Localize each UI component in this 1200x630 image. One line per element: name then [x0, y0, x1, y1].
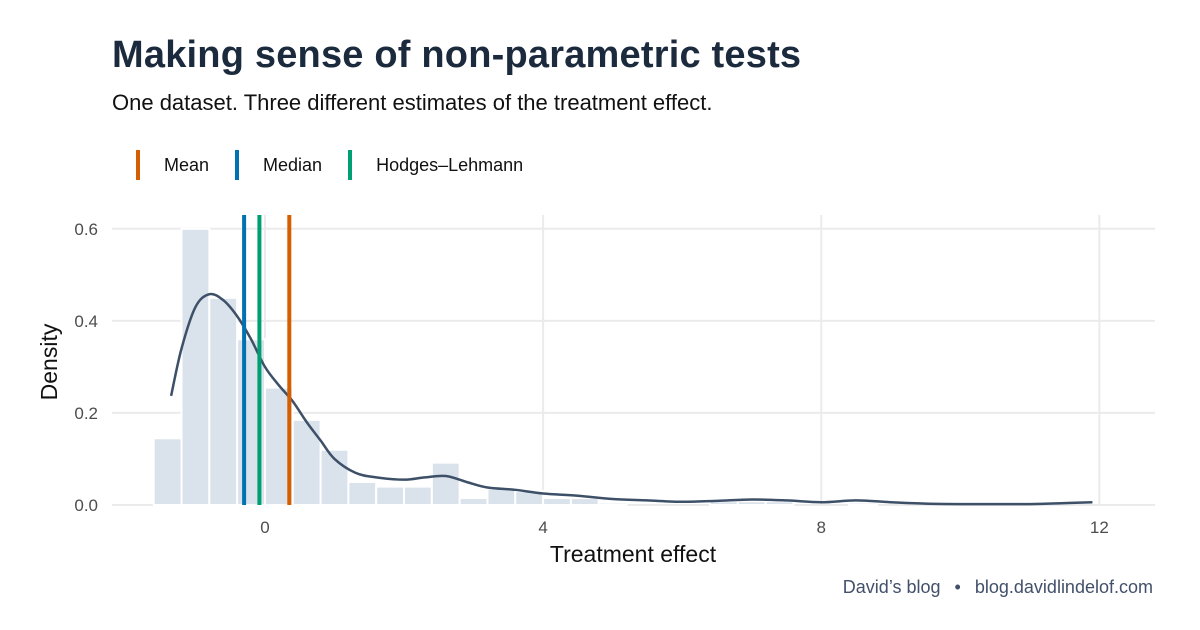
histogram-bar [597, 501, 628, 507]
histogram-bar [347, 480, 378, 507]
x-tick-label: 8 [817, 518, 826, 537]
y-axis-label: Density [36, 323, 62, 400]
caption-separator: • [954, 577, 961, 597]
legend-label-hodges-lehmann: Hodges–Lehmann [376, 154, 524, 175]
histogram-bar [486, 487, 517, 506]
chart-title: Making sense of non-parametric tests [112, 34, 802, 76]
x-tick-label: 12 [1090, 518, 1109, 537]
legend-item-mean: Mean [136, 150, 209, 180]
histogram-bar [403, 485, 433, 507]
histogram-bar [208, 296, 239, 506]
histogram-bar [848, 501, 878, 507]
legend-item-hodges-lehmann: Hodges–Lehmann [348, 150, 523, 180]
histogram-bar [736, 500, 767, 507]
histogram-bar [569, 497, 600, 507]
y-tick-label: 0.2 [74, 404, 98, 423]
axis-ticks: 0.0 0.2 0.4 0.6 0 4 8 12 [74, 220, 1108, 537]
x-tick-label: 4 [538, 518, 547, 537]
legend-label-mean: Mean [164, 154, 210, 175]
density-curve-layer [169, 292, 1093, 506]
histogram-bar [319, 448, 350, 506]
histogram-bar [430, 461, 461, 506]
histogram-bar [152, 437, 183, 506]
histogram-bar [375, 485, 406, 507]
legend-key-median [235, 150, 240, 180]
reference-lines [242, 215, 292, 505]
density-curve [169, 292, 1093, 506]
y-tick-label: 0.6 [74, 220, 98, 239]
caption-url: blog.davidlindelof.com [974, 577, 1153, 597]
histogram-bar [764, 500, 795, 507]
histogram-bars [152, 227, 878, 507]
y-tick-label: 0.0 [74, 496, 98, 515]
histogram-bar [180, 227, 211, 507]
legend: Mean Median Hodges–Lehmann [136, 150, 549, 180]
histogram-bar [458, 497, 489, 507]
x-tick-label: 0 [260, 518, 269, 537]
legend-key-mean [136, 150, 140, 180]
y-tick-label: 0.4 [74, 312, 98, 331]
x-axis-label: Treatment effect [550, 541, 717, 567]
histogram-bar [291, 418, 322, 507]
chart-subtitle: One dataset. Three different estimates o… [112, 90, 713, 115]
legend-item-median: Median [235, 150, 322, 180]
caption: David’s blog • blog.davidlindelof.com [843, 577, 1153, 598]
legend-label-median: Median [263, 154, 323, 175]
histogram-bar [542, 497, 572, 507]
legend-key-hodges-lehmann [348, 150, 353, 180]
caption-blog-name: David’s blog [842, 577, 941, 597]
